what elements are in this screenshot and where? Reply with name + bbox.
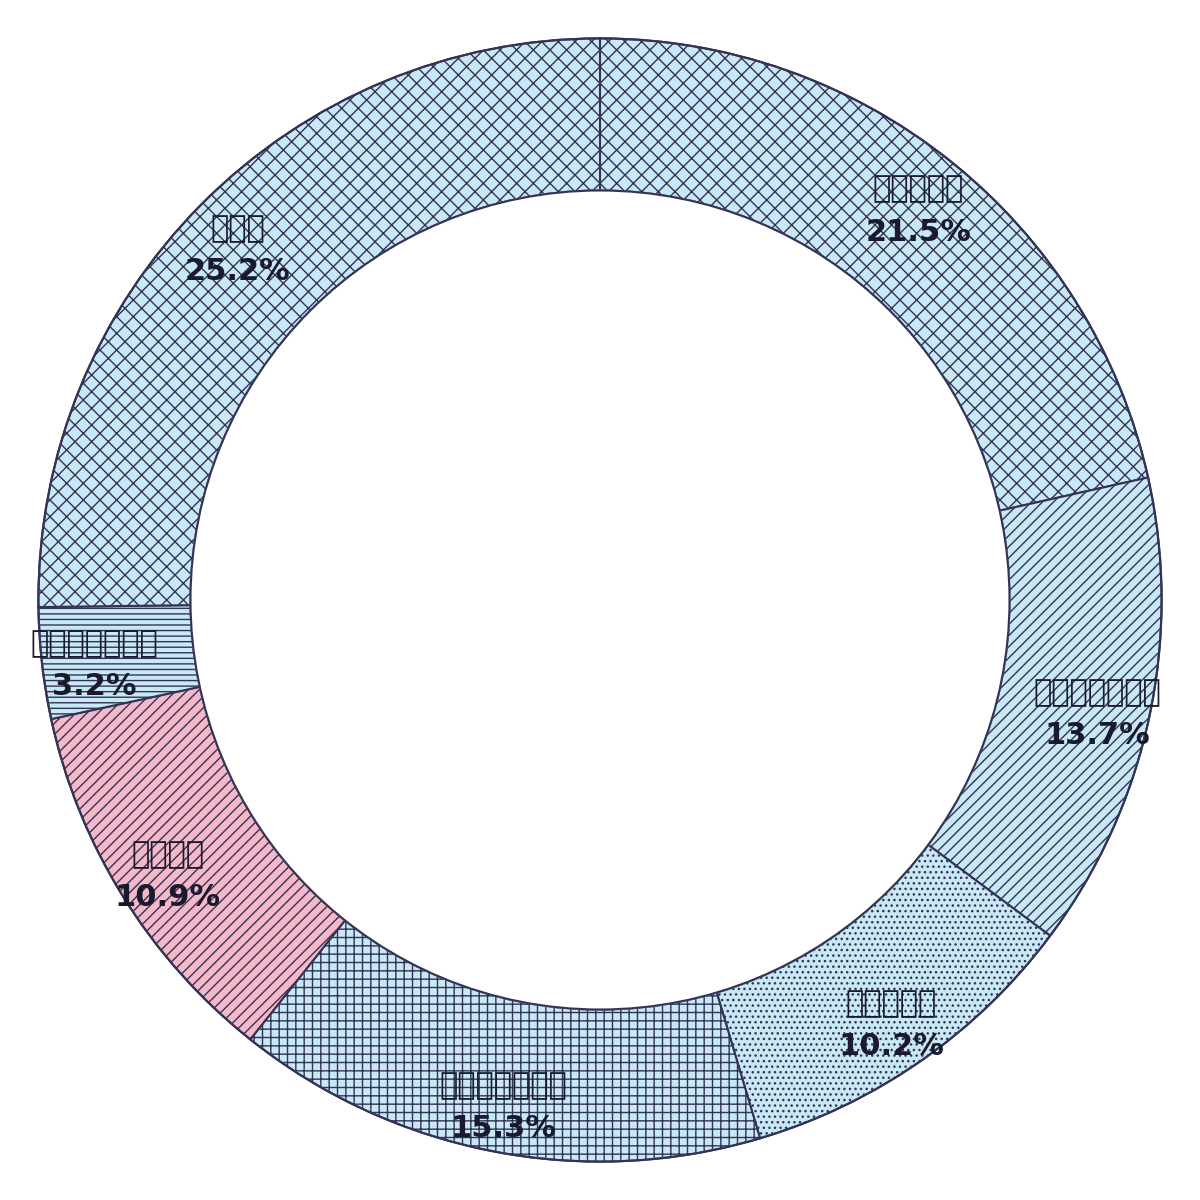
Text: 13.7%: 13.7%	[1045, 721, 1151, 750]
Wedge shape	[251, 920, 760, 1162]
Text: 転倒・骨折: 転倒・骨折	[846, 989, 937, 1018]
Text: 15.3%: 15.3%	[450, 1115, 556, 1144]
Wedge shape	[38, 38, 600, 607]
Circle shape	[191, 191, 1009, 1009]
Text: 脳血管疾患: 脳血管疾患	[872, 174, 964, 203]
Text: 認知症（痴呆）: 認知症（痴呆）	[439, 1072, 566, 1100]
Text: 関節疾患: 関節疾患	[131, 840, 204, 869]
Text: パーキンソン病: パーキンソン病	[30, 629, 158, 658]
Wedge shape	[38, 605, 200, 719]
Text: 21.5%: 21.5%	[865, 217, 971, 246]
Wedge shape	[929, 478, 1162, 936]
Text: 3.2%: 3.2%	[52, 672, 137, 701]
Text: その他: その他	[210, 214, 265, 242]
Text: 10.9%: 10.9%	[115, 883, 221, 912]
Text: 高齢による衰弱: 高齢による衰弱	[1034, 678, 1162, 707]
Wedge shape	[600, 38, 1148, 511]
Text: 25.2%: 25.2%	[185, 257, 290, 286]
Wedge shape	[716, 845, 1050, 1139]
Wedge shape	[52, 686, 344, 1039]
Text: 10.2%: 10.2%	[839, 1032, 944, 1061]
